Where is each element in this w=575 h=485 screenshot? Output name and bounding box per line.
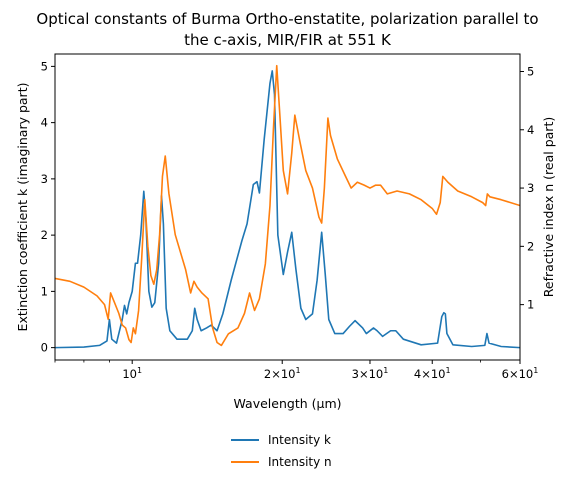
- series-line-k: [55, 70, 520, 349]
- y-right-tick-label: 4: [527, 123, 534, 137]
- series-layer: [55, 64, 520, 349]
- tick-layer: 101 2×101 3×101 4×101 6×101 0 1 2 3 4 5 1 2 3 4 5: [41, 59, 539, 381]
- x-tick-label: 4×101: [414, 366, 451, 381]
- chart-title-line-2: the c-axis, MIR/FIR at 551 K: [184, 31, 392, 49]
- y-axis-label-right: Refractive index n (real part): [541, 117, 556, 297]
- x-tick-label: 101: [122, 366, 142, 381]
- x-tick-label: 2×101: [264, 366, 301, 381]
- plot-frame: [54, 53, 521, 361]
- x-tick-label: 6×101: [502, 366, 539, 381]
- y-left-tick-label: 0: [41, 341, 48, 355]
- y-right-tick-label: 5: [527, 64, 534, 78]
- y-right-tick-label: 1: [527, 298, 534, 312]
- y-left-tick-label: 1: [41, 284, 48, 298]
- y-left-tick-label: 5: [41, 59, 48, 73]
- y-left-tick-label: 4: [41, 116, 48, 130]
- y-right-tick-label: 2: [527, 239, 534, 253]
- x-axis-label: Wavelength (μm): [233, 396, 341, 411]
- y-axis-label-left: Extinction coefficient k (imaginary part…: [15, 83, 30, 332]
- chart-title-line-1: Optical constants of Burma Ortho-enstati…: [36, 10, 538, 28]
- series-line-n: [55, 64, 520, 347]
- y-left-tick-label: 3: [41, 172, 48, 186]
- x-tick-label: 3×101: [352, 366, 389, 381]
- legend: Intensity k Intensity n: [231, 433, 332, 469]
- legend-label-n: Intensity n: [268, 455, 332, 469]
- y-left-tick-label: 2: [41, 228, 48, 242]
- y-right-tick-label: 3: [527, 181, 534, 195]
- legend-label-k: Intensity k: [268, 433, 331, 447]
